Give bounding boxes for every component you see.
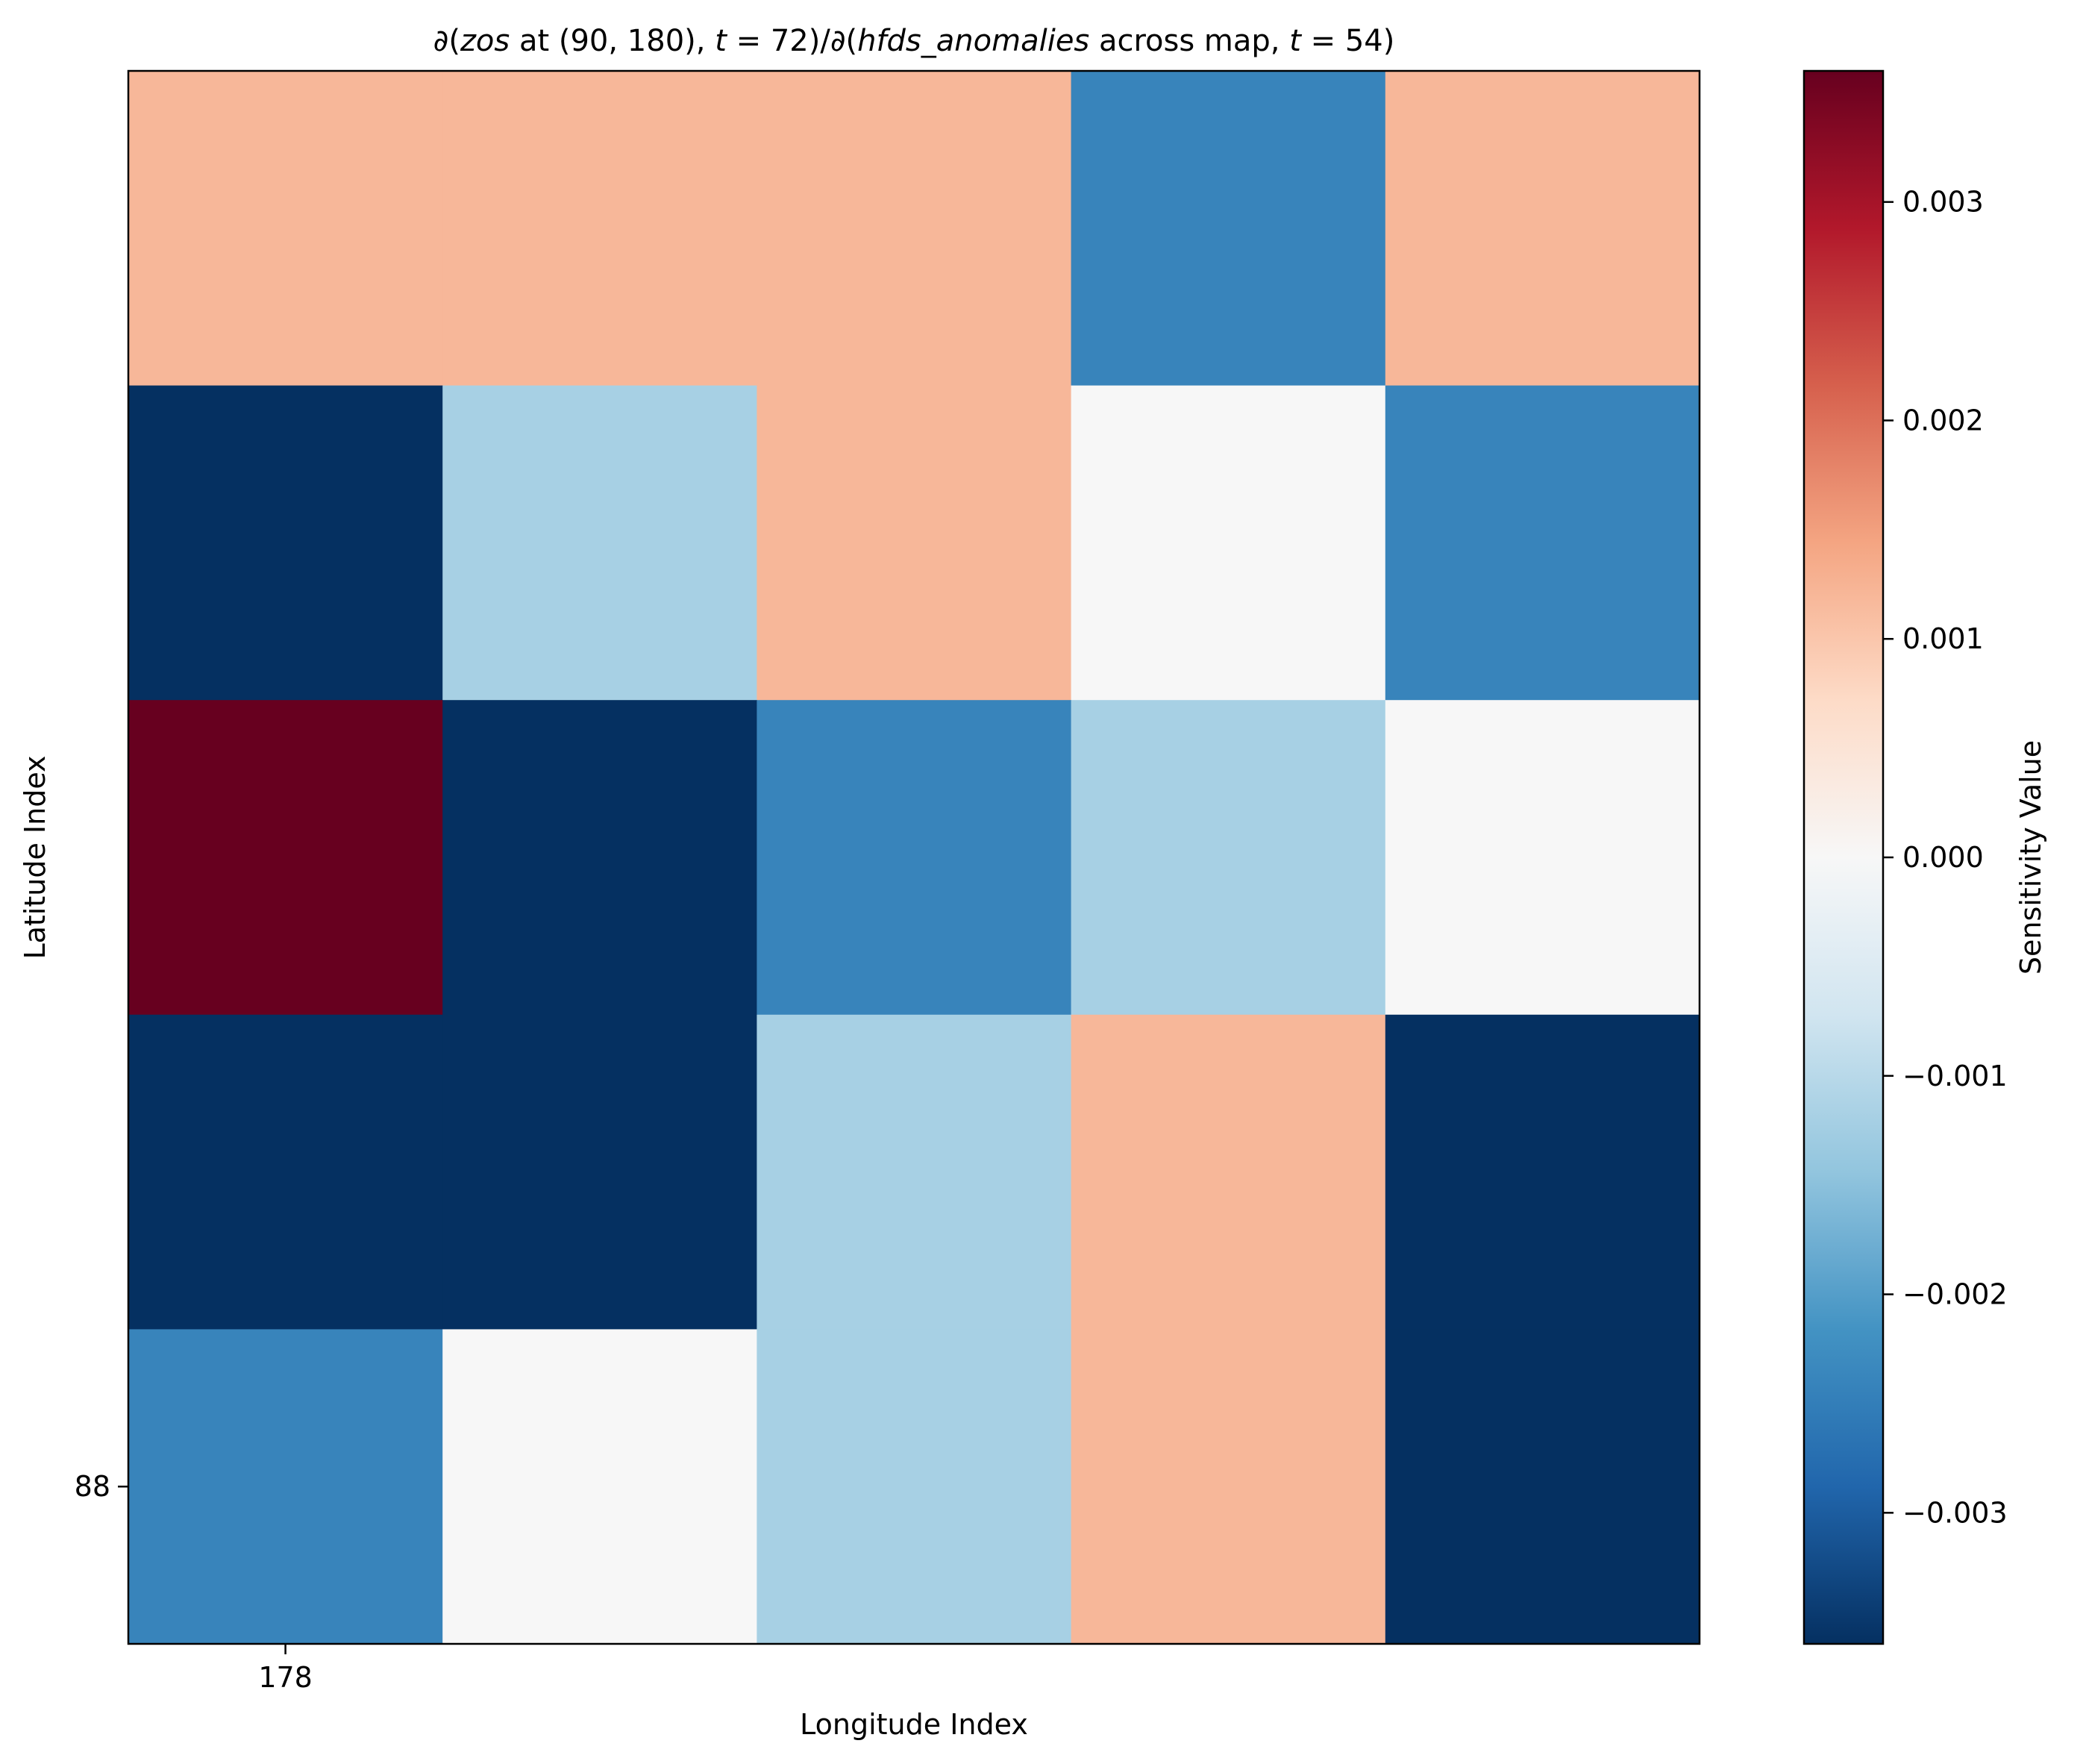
heatmap-cell xyxy=(1385,385,1700,701)
y-tick-label: 88 xyxy=(75,1470,110,1503)
heatmap-cell xyxy=(442,700,757,1016)
colorbar-tick-label: −0.003 xyxy=(1902,1496,2008,1529)
y-axis-label: Latitude Index xyxy=(19,755,51,959)
colorbar-tick-label: −0.002 xyxy=(1902,1278,2008,1311)
heatmap-cell xyxy=(442,1329,757,1645)
colorbar-tick-label: 0.001 xyxy=(1902,622,1984,655)
colorbar-tick-label: 0.000 xyxy=(1902,841,1984,874)
heatmap-cell xyxy=(442,71,757,387)
title-var2: hfds_anomalies xyxy=(857,24,1089,58)
heatmap-cell xyxy=(128,385,443,701)
plot-frame xyxy=(127,69,1701,1645)
heatmap-cell xyxy=(128,1014,443,1330)
heatmap-cell xyxy=(1071,1329,1386,1645)
x-axis-ticks: 178 xyxy=(258,1644,313,1694)
title-t2: t xyxy=(1289,24,1302,58)
heatmap-cell xyxy=(757,385,1072,701)
heatmap-cell xyxy=(1385,700,1700,1016)
heatmap-cell xyxy=(1071,385,1386,701)
colorbar-tick-label: −0.001 xyxy=(1902,1060,2008,1092)
heatmap-cell xyxy=(757,700,1072,1016)
colorbar-label: Sensitivity Value xyxy=(2014,740,2047,975)
heatmap-cell xyxy=(1071,71,1386,387)
title-var1: zos xyxy=(460,24,510,58)
heatmap-cell xyxy=(128,71,443,387)
x-tick-label: 178 xyxy=(258,1661,313,1694)
heatmap-cell xyxy=(1385,1329,1700,1645)
heatmap-cell xyxy=(757,71,1072,387)
x-axis-label: Longitude Index xyxy=(800,1708,1028,1741)
heatmap-cell xyxy=(757,1329,1072,1645)
colorbar xyxy=(1804,71,1883,1644)
heatmap-cell xyxy=(442,385,757,701)
title-t1: t xyxy=(715,24,727,58)
heatmap-cell xyxy=(128,700,443,1016)
colorbar-tick-label: 0.003 xyxy=(1902,186,1984,219)
heatmap-cell xyxy=(1385,71,1700,387)
heatmap-cell xyxy=(1071,700,1386,1016)
title-loc: (90, 180), xyxy=(559,24,715,58)
heatmap-cell xyxy=(1071,1014,1386,1330)
title-mid2: across map, xyxy=(1089,24,1289,58)
colorbar-tick-label: 0.002 xyxy=(1902,404,1984,437)
colorbar-ticks: 0.003 0.002 0.001 0.000 −0.001 −0.002 −0.003 xyxy=(1883,186,2008,1529)
title-prefix: ∂( xyxy=(433,24,460,58)
title-eq1: = 72)/∂( xyxy=(727,24,857,58)
title-eq2: = 54) xyxy=(1301,24,1394,58)
chart-title: ∂(zos at (90, 180), t = 72)/∂(hfds_anoma… xyxy=(433,24,1395,58)
heatmap-cell xyxy=(128,1329,443,1645)
heatmap-cell xyxy=(442,1014,757,1330)
y-axis-ticks: 88 xyxy=(75,1470,128,1503)
heatmap-cells xyxy=(128,71,1700,1645)
title-mid1: at xyxy=(510,24,559,58)
heatmap-cell xyxy=(1385,1014,1700,1330)
heatmap-cell xyxy=(757,1014,1072,1330)
